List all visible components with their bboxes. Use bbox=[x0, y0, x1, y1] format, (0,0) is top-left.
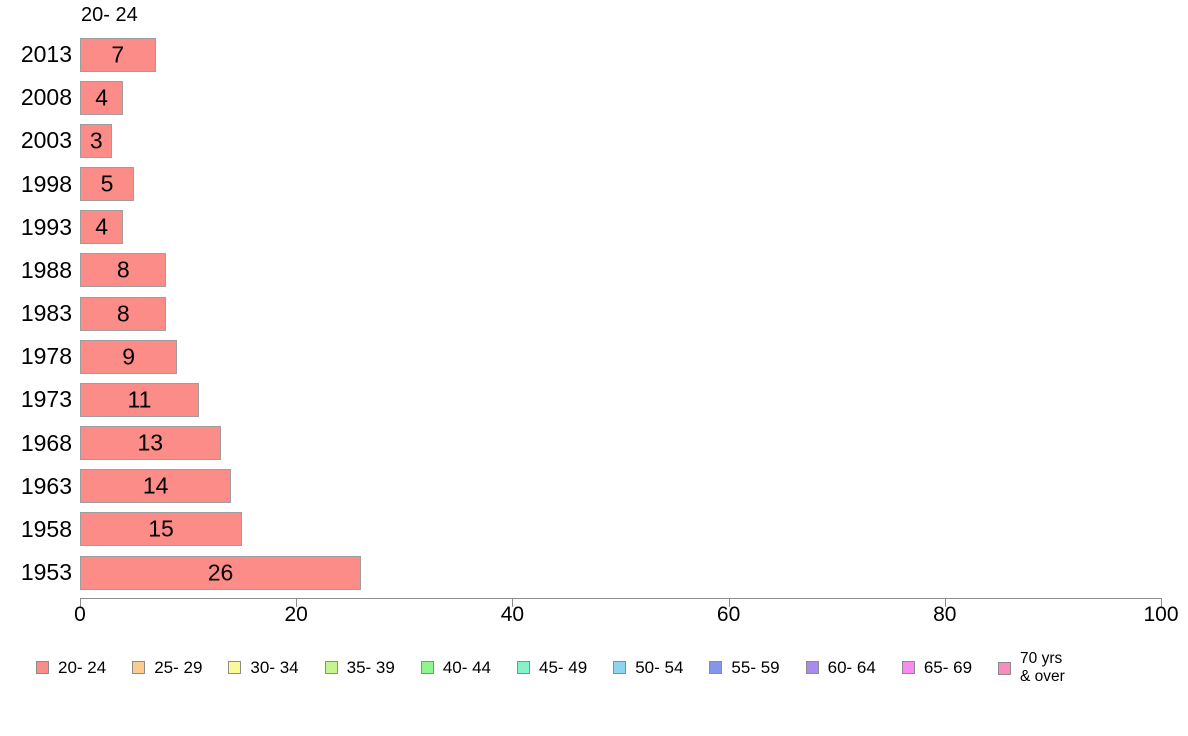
x-axis-line bbox=[80, 598, 1161, 599]
y-axis-label: 1988 bbox=[20, 256, 72, 283]
y-axis-label: 1998 bbox=[20, 170, 72, 197]
bar: 7 bbox=[80, 37, 156, 72]
bar: 4 bbox=[80, 80, 124, 115]
legend-item: 50- 54 bbox=[613, 658, 683, 678]
legend-label: 70 yrs & over bbox=[1020, 650, 1065, 685]
legend-swatch bbox=[805, 661, 819, 675]
bar-value-label: 15 bbox=[148, 515, 174, 542]
legend-swatch bbox=[36, 661, 49, 675]
x-axis-tick-label: 20 bbox=[284, 603, 308, 626]
legend-label: 45- 49 bbox=[539, 658, 588, 678]
bar: 13 bbox=[80, 426, 221, 461]
x-axis-tick-mark bbox=[944, 598, 946, 607]
legend-swatch bbox=[324, 661, 338, 675]
bar-value-label: 4 bbox=[95, 213, 109, 240]
chart-title: 20- 24 bbox=[81, 4, 138, 26]
legend-item: 60- 64 bbox=[805, 658, 876, 678]
legend-label: 20- 24 bbox=[58, 658, 107, 678]
legend-label: 40- 44 bbox=[442, 658, 492, 678]
bar: 4 bbox=[80, 210, 124, 245]
x-axis-tick-mark bbox=[296, 598, 298, 607]
bar-value-label: 7 bbox=[111, 41, 125, 67]
y-axis-label: 1953 bbox=[20, 559, 72, 586]
legend-swatch bbox=[613, 661, 627, 675]
legend-label: 30- 34 bbox=[250, 658, 299, 678]
x-axis-tick-label: 80 bbox=[933, 603, 957, 626]
y-axis-label: 1983 bbox=[20, 300, 72, 327]
x-axis-tick-label: 60 bbox=[716, 603, 741, 626]
legend-item: 40- 44 bbox=[420, 658, 492, 678]
x-axis-tick-mark bbox=[728, 598, 730, 607]
bar-value-label: 14 bbox=[142, 472, 169, 499]
bar-value-label: 8 bbox=[116, 300, 130, 327]
x-axis-tick-mark bbox=[80, 598, 81, 607]
bar-value-label: 4 bbox=[95, 84, 109, 111]
legend-label: 65- 69 bbox=[923, 658, 973, 678]
legend-item: 70 yrs & over bbox=[998, 650, 1065, 686]
legend-item: 30- 34 bbox=[228, 658, 299, 678]
legend-swatch bbox=[228, 661, 242, 675]
x-axis-tick-mark bbox=[1161, 598, 1162, 607]
y-axis-label: 1973 bbox=[20, 386, 72, 413]
y-axis-label: 1978 bbox=[20, 343, 72, 370]
x-axis-tick-label: 40 bbox=[500, 603, 525, 626]
legend-label: 50- 54 bbox=[635, 658, 684, 678]
bar-value-label: 11 bbox=[127, 386, 152, 413]
bar-value-label: 13 bbox=[137, 429, 164, 456]
bar: 15 bbox=[80, 512, 243, 547]
bar: 8 bbox=[80, 253, 167, 288]
legend-item: 55- 59 bbox=[709, 658, 780, 678]
legend-swatch bbox=[709, 661, 723, 675]
legend-swatch bbox=[998, 661, 1012, 675]
bar: 5 bbox=[80, 167, 135, 201]
legend-item: 25- 29 bbox=[132, 658, 202, 678]
bar-value-label: 9 bbox=[122, 343, 136, 370]
y-axis-label: 1963 bbox=[20, 472, 72, 499]
y-axis-label: 1993 bbox=[20, 213, 72, 240]
bar-value-label: 3 bbox=[89, 127, 103, 154]
legend-label: 35- 39 bbox=[346, 658, 395, 678]
legend-item: 65- 69 bbox=[901, 658, 973, 678]
legend-label: 55- 59 bbox=[731, 658, 780, 678]
legend-item: 35- 39 bbox=[324, 658, 395, 678]
bar: 11 bbox=[80, 382, 199, 417]
legend-swatch bbox=[901, 661, 915, 675]
y-axis-label: 1968 bbox=[20, 429, 72, 456]
bar: 9 bbox=[80, 339, 178, 374]
x-axis-tick-label: 0 bbox=[74, 603, 86, 626]
bar: 8 bbox=[80, 296, 167, 331]
bar-value-label: 5 bbox=[100, 170, 114, 197]
legend-item: 45- 49 bbox=[517, 658, 587, 678]
legend-label: 25- 29 bbox=[154, 658, 203, 678]
legend: 20- 24 25- 29 30- 34 35- 39 40- 44 45- 49 50- … bbox=[36, 644, 1166, 692]
y-axis-label: 2008 bbox=[20, 84, 72, 111]
legend-label: 60- 64 bbox=[827, 658, 876, 678]
bar: 14 bbox=[80, 469, 232, 504]
bar: 26 bbox=[80, 555, 362, 590]
bar-value-label: 8 bbox=[116, 256, 130, 283]
x-axis-tick-mark bbox=[512, 598, 514, 607]
bar-value-label: 26 bbox=[207, 559, 234, 586]
y-axis-label: 2013 bbox=[20, 41, 72, 67]
legend-item: 20- 24 bbox=[36, 658, 106, 678]
y-axis-label: 1958 bbox=[20, 515, 72, 542]
legend-swatch bbox=[517, 661, 531, 675]
y-axis-label: 2003 bbox=[20, 127, 72, 154]
x-axis-tick-label: 100 bbox=[1143, 603, 1179, 626]
bar: 3 bbox=[80, 123, 113, 158]
legend-swatch bbox=[420, 661, 434, 675]
legend-swatch bbox=[132, 661, 146, 675]
